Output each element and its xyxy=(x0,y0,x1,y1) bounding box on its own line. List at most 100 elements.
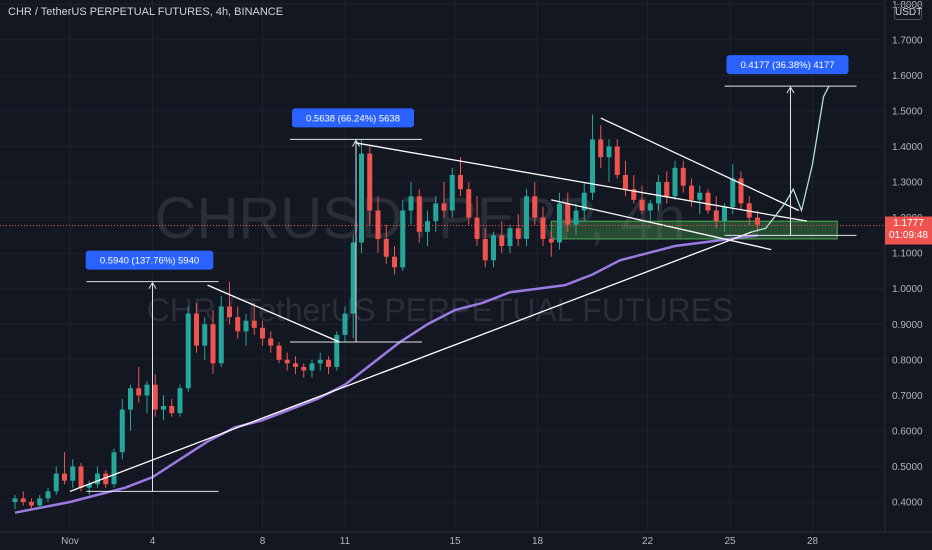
candle-body xyxy=(524,196,529,239)
candle-body xyxy=(383,238,389,257)
candle-body xyxy=(326,359,331,367)
candle xyxy=(86,480,92,495)
price-axis[interactable]: 0.4000 0.5000 0.6000 0.7000 0.8000 0.9000 1.00… xyxy=(884,0,932,532)
y-tick-label: 1.4000 xyxy=(892,142,923,153)
y-tick-label: 0.9000 xyxy=(892,320,923,331)
candle xyxy=(697,185,703,215)
y-tick-label: 1.8000 xyxy=(892,0,923,11)
grid xyxy=(0,0,885,532)
y-tick-label: 0.8000 xyxy=(892,355,923,366)
candle-body xyxy=(664,182,670,197)
trendlines[interactable] xyxy=(69,85,830,492)
support-zone[interactable] xyxy=(550,220,838,240)
candle xyxy=(235,306,241,339)
chart-title: CHR / TetherUS PERPETUAL FUTURES, 4h, BI… xyxy=(8,6,284,18)
candle xyxy=(499,221,505,254)
candle xyxy=(491,231,496,268)
candle-body xyxy=(78,466,84,488)
candle xyxy=(590,114,595,200)
candle-body xyxy=(293,363,298,367)
x-tick-label: 11 xyxy=(340,536,351,547)
candle xyxy=(532,182,538,225)
measure-tool[interactable]: 0.5940 (137.76%) 5940 xyxy=(85,250,219,492)
candle-body xyxy=(755,217,760,225)
x-tick-label: 8 xyxy=(260,536,266,547)
candle xyxy=(474,196,480,247)
x-tick-label: 25 xyxy=(724,536,736,547)
candle-body xyxy=(243,320,249,332)
candle-body xyxy=(103,473,109,485)
candle xyxy=(218,295,224,367)
candle-body xyxy=(672,167,678,197)
candle xyxy=(755,210,760,232)
time-axis[interactable]: Nov 4 8 11 15 18 22 25 28 xyxy=(0,531,932,547)
x-tick-label: 15 xyxy=(449,536,461,547)
trendline[interactable] xyxy=(207,284,340,343)
candle-body xyxy=(631,189,637,200)
candle-body xyxy=(29,502,34,506)
candle xyxy=(334,331,340,371)
price-tag-bg xyxy=(885,216,932,245)
measure-tool[interactable]: 0.4177 (36.38%) 4177 xyxy=(724,55,857,236)
candle-body xyxy=(416,196,422,232)
ma-polyline xyxy=(14,234,758,514)
candle xyxy=(598,125,604,168)
candle xyxy=(713,196,719,229)
x-tick-label: 22 xyxy=(642,536,654,547)
candle-body xyxy=(334,334,340,367)
candle-body xyxy=(37,498,43,506)
projection-path[interactable] xyxy=(751,85,830,233)
y-tick-label: 1.3000 xyxy=(892,178,923,189)
trendline[interactable] xyxy=(69,231,753,492)
trendline[interactable] xyxy=(600,117,800,212)
x-tick-label: 4 xyxy=(150,536,156,547)
candle xyxy=(119,398,125,460)
candle-body xyxy=(309,363,315,371)
measure-annotations[interactable]: 0.5940 (137.76%) 5940 0.5638 (66.24%) 563… xyxy=(85,55,857,492)
candle xyxy=(37,494,43,510)
x-tick-label: Nov xyxy=(61,536,79,547)
candle-body xyxy=(235,317,241,332)
y-tick-label: 1.7000 xyxy=(892,35,923,46)
y-tick-label: 1.0000 xyxy=(892,284,923,295)
measure-label-box xyxy=(85,250,214,270)
currency-unit-button[interactable]: USDT xyxy=(894,4,922,20)
candle-body xyxy=(680,167,686,186)
arrow-head-icon xyxy=(352,139,360,147)
candle-body xyxy=(20,498,26,502)
candle-body xyxy=(713,210,719,222)
candle xyxy=(383,224,389,264)
trendline[interactable] xyxy=(551,199,772,251)
candle xyxy=(161,395,166,421)
support-zone-rect[interactable] xyxy=(550,220,838,240)
measure-label: 0.5638 (66.24%) 5638 xyxy=(306,113,400,124)
x-tick-label: 18 xyxy=(532,536,544,547)
candle-body xyxy=(169,406,175,414)
candle xyxy=(12,494,18,510)
candle-body xyxy=(128,388,133,410)
candle-body xyxy=(515,228,521,239)
candle xyxy=(375,196,381,254)
candle-body xyxy=(161,406,166,410)
candle-body xyxy=(482,238,488,261)
candle xyxy=(392,246,397,275)
candle-body xyxy=(317,359,323,364)
candle xyxy=(128,384,133,431)
measure-tool[interactable]: 0.5638 (66.24%) 5638 xyxy=(290,108,422,343)
candle xyxy=(111,448,117,488)
candle xyxy=(581,182,587,222)
candle xyxy=(664,171,670,204)
candle xyxy=(441,182,447,218)
candle-body xyxy=(697,192,703,200)
candle xyxy=(466,182,472,225)
arrow-head-icon xyxy=(786,86,795,94)
candle xyxy=(548,231,554,257)
last-price-tag: 1.1777 xyxy=(893,217,924,229)
trendline[interactable] xyxy=(355,142,808,222)
candle-body xyxy=(722,206,727,222)
candle xyxy=(70,459,76,488)
candle xyxy=(540,206,546,247)
candle xyxy=(515,214,521,247)
arrow-head-icon xyxy=(148,281,157,289)
